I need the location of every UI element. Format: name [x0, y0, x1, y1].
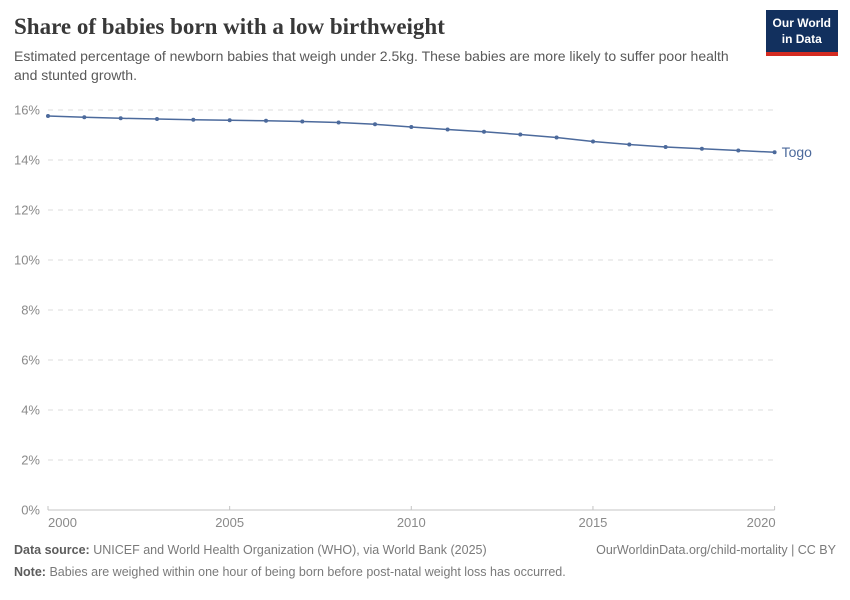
data-point[interactable] — [772, 150, 777, 155]
data-point[interactable] — [300, 119, 305, 124]
note-label: Note: — [14, 564, 46, 579]
series-end-label[interactable]: Togo — [782, 144, 813, 160]
y-axis-tick-label: 16% — [14, 103, 40, 118]
data-point[interactable] — [227, 118, 232, 123]
chart-footer: Data source: UNICEF and World Health Org… — [14, 542, 836, 581]
data-point[interactable] — [155, 117, 159, 121]
x-axis-tick-label: 2015 — [578, 515, 607, 530]
data-point[interactable] — [264, 118, 268, 123]
data-point[interactable] — [191, 117, 196, 122]
data-point[interactable] — [445, 127, 450, 132]
owid-logo-line2: in Data — [781, 31, 822, 46]
y-axis-tick-label: 4% — [21, 403, 40, 418]
data-point[interactable] — [518, 132, 523, 137]
data-point[interactable] — [482, 129, 486, 134]
x-axis-tick-label: 2005 — [215, 515, 244, 530]
x-axis-tick-label: 2020 — [747, 515, 776, 530]
data-point[interactable] — [409, 125, 414, 129]
chart-svg: 0% 2% 4% 6% 8% 10% 12% 14% 16% 2000 2005 2010 2015 20… — [14, 103, 813, 531]
data-source-text: UNICEF and World Health Organization (WH… — [93, 543, 487, 557]
chart-subtitle: Estimated percentage of newborn babies t… — [14, 47, 729, 83]
owid-logo: Our World in Data — [765, 10, 838, 57]
data-point[interactable] — [118, 116, 123, 121]
page-title: Share of babies born with a low birthwei… — [14, 14, 445, 39]
data-point[interactable] — [736, 148, 741, 153]
line-chart: 0% 2% 4% 6% 8% 10% 12% 14% 16% 2000 2005 2010 2015 20… — [0, 95, 850, 540]
note-line: Note: Babies are weighed within one hour… — [14, 564, 836, 581]
x-axis-tick-label: 2000 — [48, 515, 77, 530]
data-point[interactable] — [591, 139, 595, 144]
attribution-link[interactable]: OurWorldinData.org/child-mortality | CC … — [596, 543, 836, 557]
data-point[interactable] — [336, 120, 341, 125]
y-axis-tick-label: 2% — [21, 453, 40, 468]
data-point[interactable] — [554, 135, 559, 140]
data-point[interactable] — [82, 115, 87, 120]
data-source-line: Data source: UNICEF and World Health Org… — [14, 542, 487, 559]
x-axis-tick-label: 2010 — [397, 515, 426, 530]
data-point[interactable] — [663, 145, 668, 149]
chart-header: Share of babies born with a low birthwei… — [0, 0, 850, 85]
owid-logo-line1: Our World — [772, 16, 831, 30]
y-axis-tick-label: 14% — [14, 153, 40, 168]
y-axis-tick-label: 8% — [21, 303, 40, 318]
data-point[interactable] — [46, 114, 50, 118]
data-point[interactable] — [627, 142, 632, 147]
note-text: Babies are weighed within one hour of be… — [49, 564, 566, 579]
data-point[interactable] — [699, 146, 704, 151]
y-axis-tick-label: 12% — [14, 203, 40, 218]
data-point[interactable] — [373, 122, 377, 127]
y-axis-tick-label: 0% — [21, 503, 40, 518]
data-source-label: Data source: — [14, 543, 90, 557]
y-axis-tick-label: 10% — [14, 253, 40, 268]
y-axis-tick-label: 6% — [21, 353, 40, 368]
